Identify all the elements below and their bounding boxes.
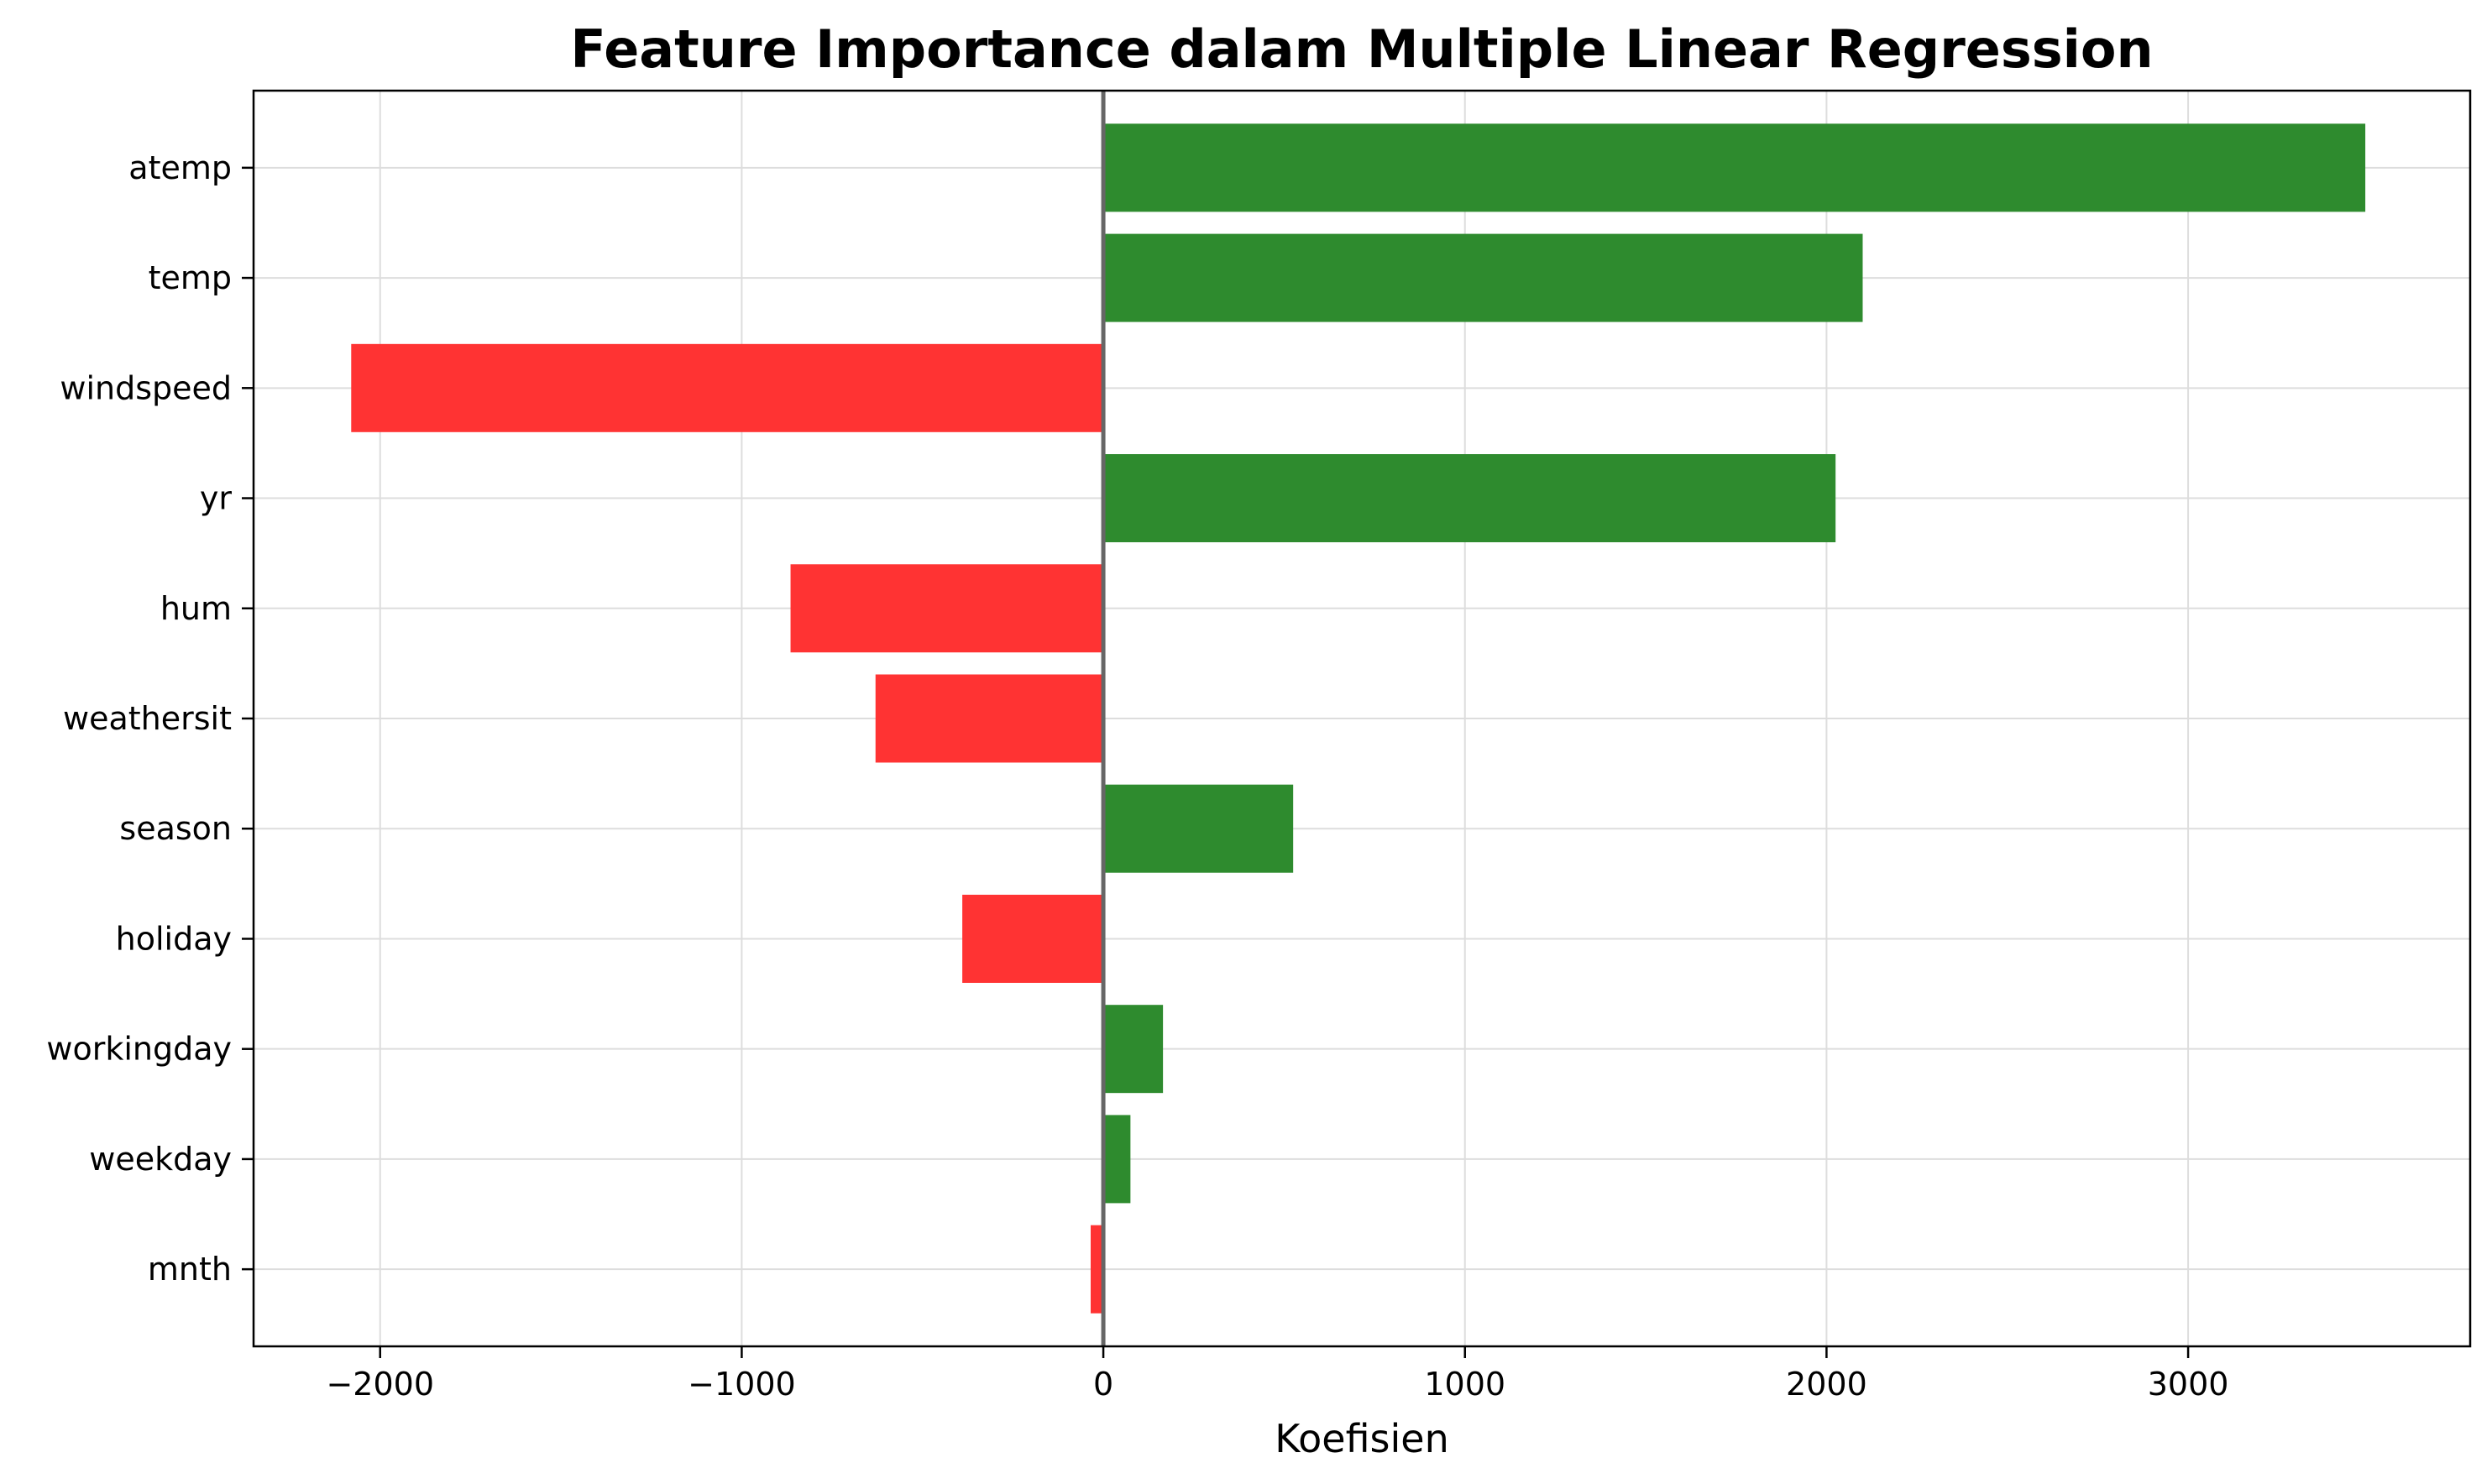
bar-temp xyxy=(1103,233,1863,322)
y-tick-label: holiday xyxy=(116,920,232,957)
bar-holiday xyxy=(962,894,1104,983)
y-tick-label: yr xyxy=(200,480,232,517)
y-tick-label: temp xyxy=(149,259,232,296)
chart-title: Feature Importance dalam Multiple Linear… xyxy=(570,18,2153,80)
bar-hum xyxy=(790,564,1104,653)
bar-mnth xyxy=(1090,1225,1104,1314)
bar-atemp xyxy=(1103,123,2366,212)
x-tick-label: 3000 xyxy=(2148,1366,2229,1403)
y-tick-label: weathersit xyxy=(63,700,232,737)
x-tick-label: 1000 xyxy=(1424,1366,1505,1403)
y-tick-label: workingday xyxy=(46,1031,232,1068)
x-axis-label: Koefisien xyxy=(1275,1416,1449,1461)
bar-weekday xyxy=(1103,1115,1131,1204)
x-axis: −2000 −1000 0 1000 2000 3000 xyxy=(326,1346,2228,1403)
y-tick-label: season xyxy=(119,810,232,847)
bar-workingday xyxy=(1103,1005,1164,1094)
y-tick-label: windspeed xyxy=(60,369,232,406)
grid xyxy=(254,91,2470,1346)
bar-weathersit xyxy=(875,674,1104,763)
y-axis: atemp temp windspeed yr hum weathersit season h… xyxy=(46,149,254,1288)
bars xyxy=(351,123,2366,1314)
bar-windspeed xyxy=(351,343,1104,432)
y-tick-label: hum xyxy=(160,590,232,627)
y-tick-label: atemp xyxy=(128,149,232,186)
x-tick-label: −2000 xyxy=(326,1366,434,1403)
x-tick-label: −1000 xyxy=(688,1366,796,1403)
x-tick-label: 2000 xyxy=(1786,1366,1867,1403)
bar-yr xyxy=(1103,454,1836,543)
x-tick-label: 0 xyxy=(1093,1366,1113,1403)
bar-season xyxy=(1103,784,1294,873)
y-tick-label: mnth xyxy=(148,1251,232,1288)
y-tick-label: weekday xyxy=(89,1141,232,1178)
